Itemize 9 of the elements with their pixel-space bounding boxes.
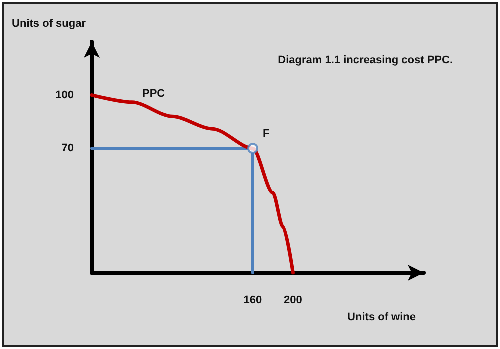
- x-tick-label: 160: [244, 294, 262, 306]
- y-tick-label: 100: [56, 89, 74, 102]
- y-tick-label: 70: [62, 142, 74, 155]
- x-tick-label: 200: [284, 294, 302, 306]
- series-label: PPC: [142, 88, 166, 100]
- y-axis-title: Units of sugar: [12, 18, 87, 30]
- x-axis-title: Units of wine: [348, 312, 416, 324]
- text: Diagram 1.1 increasing cost PPC.: [278, 54, 454, 66]
- annotation: F: [262, 128, 270, 140]
